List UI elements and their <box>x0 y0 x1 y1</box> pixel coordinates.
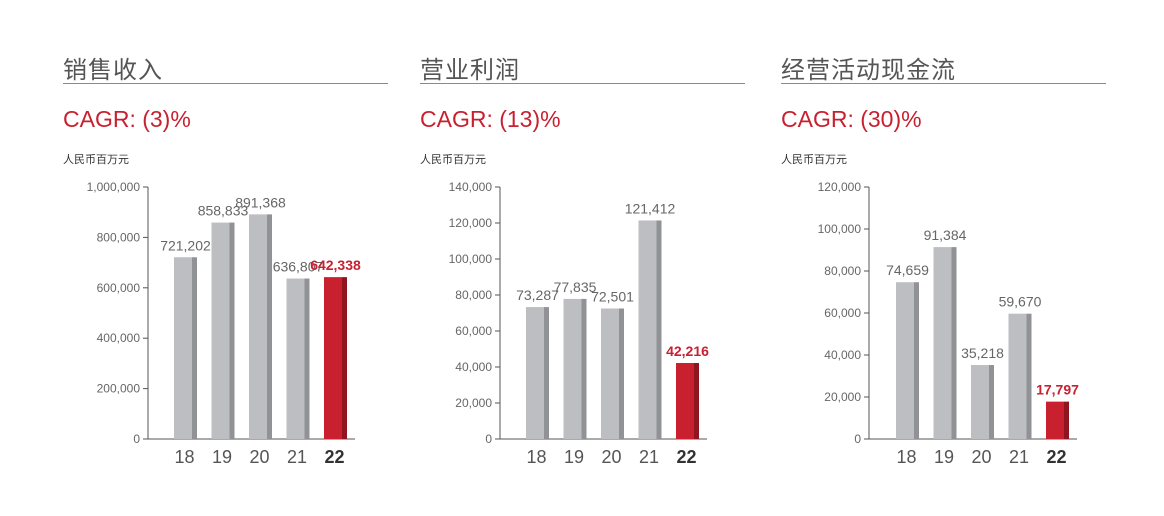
y-tick-label: 0 <box>854 432 861 446</box>
bar-side <box>544 307 549 439</box>
panel-sales: 销售收入 CAGR: (3)% 人民币百万元 <box>63 0 388 516</box>
data-label: 642,338 <box>310 257 361 273</box>
data-label: 72,501 <box>591 288 634 304</box>
x-tick-label: 20 <box>249 447 269 467</box>
unit-label: 人民币百万元 <box>420 153 486 166</box>
bar-side <box>342 277 347 439</box>
y-tick-label: 40,000 <box>455 360 492 374</box>
cagr-label: CAGR: (30)% <box>781 106 922 132</box>
x-tick-label: 21 <box>287 447 307 467</box>
y-tick-label: 60,000 <box>455 324 492 338</box>
bar-side <box>581 298 587 439</box>
data-label: 891,368 <box>235 194 286 210</box>
bar-side <box>192 257 197 439</box>
data-label: 17,797 <box>1036 382 1079 398</box>
x-tick-label: 19 <box>212 447 232 467</box>
bar <box>174 257 192 439</box>
bar <box>601 308 619 439</box>
data-label: 91,384 <box>924 227 967 243</box>
x-tick-label: 22 <box>324 447 344 467</box>
y-tick-label: 0 <box>485 432 492 446</box>
bar-side <box>229 222 235 439</box>
data-label: 59,670 <box>999 294 1042 310</box>
bar <box>676 363 694 439</box>
panel-operating-cashflow: 经营活动现金流 CAGR: (30)% 人民币百万元 <box>781 0 1106 516</box>
x-tick-label: 19 <box>934 447 954 467</box>
cagr-label: CAGR: (13)% <box>420 106 561 132</box>
x-tick-label: 18 <box>526 447 546 467</box>
y-tick-label: 200,000 <box>97 382 141 396</box>
bar <box>1008 313 1027 439</box>
y-tick-label: 40,000 <box>824 348 861 362</box>
bar-side <box>656 220 662 439</box>
data-label: 74,659 <box>886 262 929 278</box>
x-tick-label: 22 <box>1046 447 1066 467</box>
y-tick-label: 80,000 <box>455 288 492 302</box>
x-tick-label: 19 <box>564 447 584 467</box>
bar-side <box>1026 313 1032 439</box>
data-label: 121,412 <box>625 200 676 216</box>
y-tick-label: 600,000 <box>97 281 141 295</box>
x-tick-label: 22 <box>676 447 696 467</box>
title-divider <box>420 83 745 84</box>
x-tick-label: 20 <box>971 447 991 467</box>
bar <box>249 214 267 439</box>
cagr-label: CAGR: (3)% <box>63 106 191 132</box>
y-tick-label: 120,000 <box>449 216 493 230</box>
x-tick-label: 18 <box>174 447 194 467</box>
data-label: 858,833 <box>198 203 249 219</box>
data-label: 636,807 <box>273 259 324 275</box>
y-tick-label: 0 <box>133 432 140 446</box>
y-tick-label: 60,000 <box>824 306 861 320</box>
y-tick-label: 100,000 <box>449 252 493 266</box>
title-divider <box>781 83 1106 84</box>
data-label: 73,287 <box>516 287 559 303</box>
unit-label: 人民币百万元 <box>63 153 129 166</box>
bar-side <box>989 365 994 439</box>
y-tick-label: 140,000 <box>449 180 493 194</box>
y-tick-label: 1,000,000 <box>87 180 141 194</box>
bar <box>971 365 989 439</box>
y-tick-label: 120,000 <box>818 180 862 194</box>
y-tick-label: 800,000 <box>97 230 141 244</box>
y-tick-label: 80,000 <box>824 264 861 278</box>
y-tick-label: 20,000 <box>455 396 492 410</box>
bar <box>211 222 230 439</box>
bar <box>933 247 952 439</box>
bar <box>638 220 657 439</box>
bar-side <box>1064 401 1069 439</box>
x-tick-label: 21 <box>1009 447 1029 467</box>
bar <box>896 282 914 439</box>
y-tick-label: 400,000 <box>97 331 141 345</box>
bar <box>526 307 544 439</box>
bar <box>324 277 342 439</box>
bar-side <box>951 247 957 439</box>
bar <box>1046 401 1064 439</box>
x-tick-label: 20 <box>601 447 621 467</box>
title-divider <box>63 83 388 84</box>
x-tick-label: 21 <box>639 447 659 467</box>
data-label: 721,202 <box>160 237 211 253</box>
bar-side <box>694 363 699 439</box>
bar <box>563 298 582 439</box>
bar-side <box>619 308 624 439</box>
bar-side <box>267 214 272 439</box>
panel-title: 经营活动现金流 <box>781 56 956 84</box>
data-label: 77,835 <box>554 279 597 295</box>
panel-title: 销售收入 <box>63 56 163 84</box>
bar-side <box>304 278 310 439</box>
data-label: 35,218 <box>961 345 1004 361</box>
y-tick-label: 20,000 <box>824 390 861 404</box>
panel-title: 营业利润 <box>420 56 520 84</box>
bar <box>286 278 305 439</box>
x-tick-label: 18 <box>896 447 916 467</box>
bar-side <box>914 282 919 439</box>
unit-label: 人民币百万元 <box>781 153 847 166</box>
y-tick-label: 100,000 <box>818 222 862 236</box>
panel-operating-profit: 营业利润 CAGR: (13)% 人民币百万元 <box>420 0 745 516</box>
data-label: 42,216 <box>666 343 709 359</box>
